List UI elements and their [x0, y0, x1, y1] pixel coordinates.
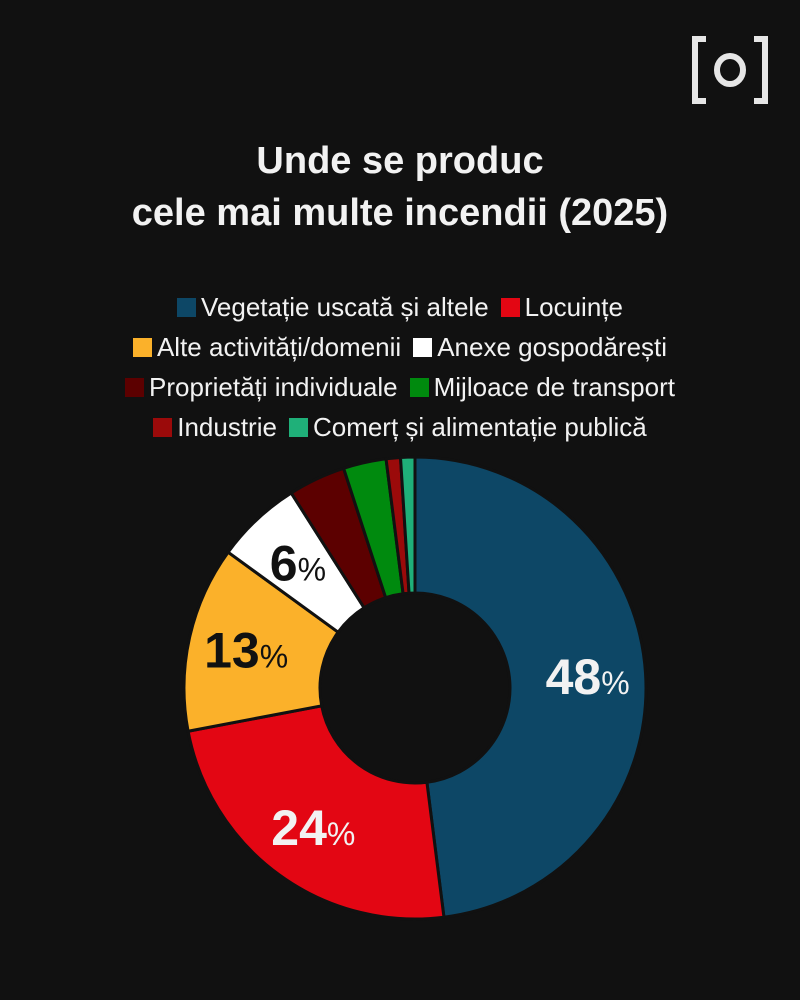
title-line-1: Unde se produc	[256, 140, 544, 182]
legend-item: Vegetație uscată și altele	[177, 287, 489, 327]
legend-row: Alte activități/domenii Anexe gospodăreșt…	[0, 327, 800, 367]
data-label-value: 6	[270, 535, 298, 591]
legend-label: Industrie	[177, 412, 277, 442]
brand-logo	[692, 36, 768, 104]
data-label: 48%	[546, 649, 630, 705]
legend-swatch	[153, 418, 173, 437]
slice-comert-si-alimentatie-publica	[398, 455, 417, 595]
legend-label: Mijloace de transport	[433, 372, 675, 402]
data-label: 6%	[270, 535, 326, 591]
data-label-value: 48	[546, 649, 602, 705]
legend-swatch	[132, 338, 152, 357]
percent-sign: %	[327, 816, 355, 852]
legend-item: Industrie	[153, 407, 277, 447]
legend-item: Locuințe	[500, 287, 623, 327]
legend-swatch	[177, 298, 197, 317]
percent-sign: %	[260, 638, 288, 674]
percent-sign: %	[601, 665, 629, 701]
legend-label: Alte activități/domenii	[156, 332, 402, 362]
legend-label: Proprietăți individuale	[149, 372, 398, 402]
legend-row: Proprietăți individuale Mijloace de trans…	[0, 367, 800, 407]
legend-swatch	[413, 338, 433, 357]
percent-sign: %	[298, 551, 326, 587]
legend-item: Anexe gospodărești	[413, 327, 667, 367]
legend: Vegetație uscată și altele Locuințe Alte a…	[0, 287, 800, 447]
legend-row: Vegetație uscată și altele Locuințe	[0, 287, 800, 327]
data-label-value: 13	[204, 622, 260, 678]
legend-label: Comerț și alimentație publică	[312, 412, 647, 442]
data-label: 24%	[271, 800, 355, 856]
legend-swatch	[409, 378, 429, 397]
legend-row: Industrie Comerț și alimentație publică	[0, 407, 800, 447]
legend-item: Comerț și alimentație publică	[288, 407, 647, 447]
data-label: 13%	[204, 622, 288, 678]
slice-vegetatie-uscata-si-altele	[413, 455, 648, 919]
legend-swatch	[500, 298, 520, 317]
legend-label: Anexe gospodărești	[437, 332, 668, 362]
legend-label: Locuințe	[524, 292, 623, 322]
chart-title: Unde se produc cele mai multe incendii (…	[0, 135, 800, 239]
legend-item: Alte activități/domenii	[132, 327, 402, 367]
title-line-2: cele mai multe incendii (2025)	[131, 192, 669, 234]
legend-swatch	[288, 418, 308, 437]
legend-label: Vegetație uscată și altele	[201, 292, 489, 322]
legend-item: Mijloace de transport	[409, 367, 675, 407]
legend-swatch	[125, 378, 145, 397]
data-label-value: 24	[271, 800, 327, 856]
slice-alte-activitatidomenii	[182, 550, 341, 734]
legend-item: Proprietăți individuale	[125, 367, 398, 407]
slice-locuinte	[186, 704, 446, 921]
